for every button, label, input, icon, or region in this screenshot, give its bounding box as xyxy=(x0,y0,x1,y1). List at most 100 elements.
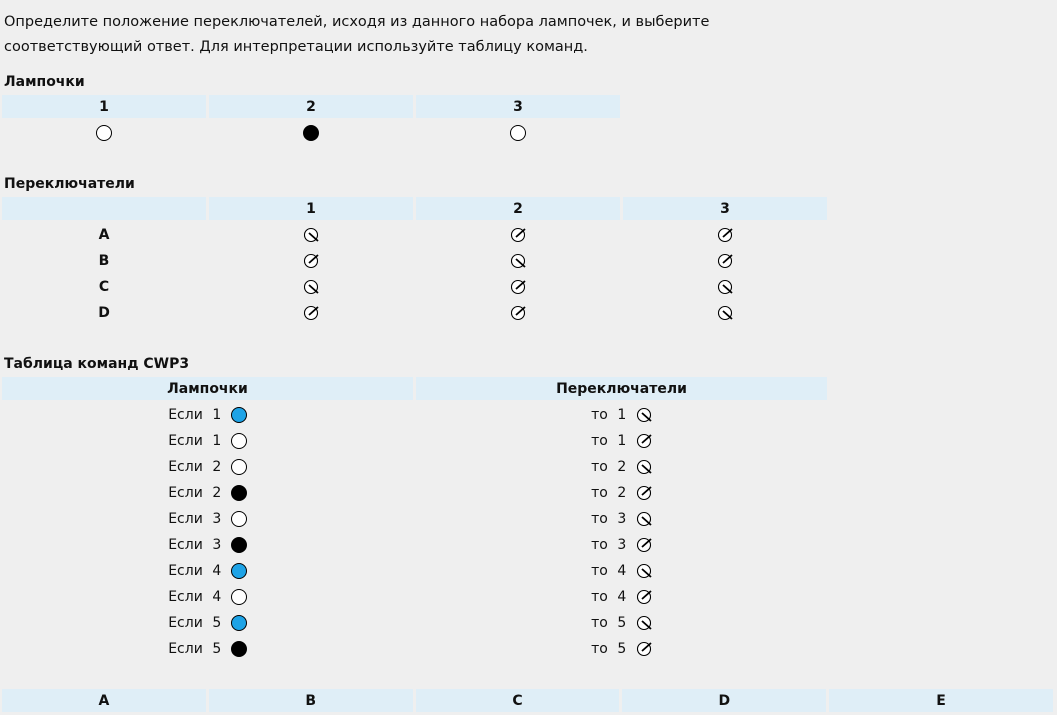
command-result: то 1 xyxy=(416,403,827,426)
switch-number: 5 xyxy=(617,640,627,657)
if-word: Если xyxy=(168,640,203,657)
command-row: Если 5 то 5 xyxy=(2,611,827,634)
command-result: то 5 xyxy=(416,611,827,634)
lamp-icon xyxy=(230,536,247,553)
command-condition: Если 1 xyxy=(2,429,413,452)
lamp-icon xyxy=(96,124,112,141)
switch-number: 3 xyxy=(617,536,627,553)
lamp-cell xyxy=(2,121,206,144)
switch-icon xyxy=(303,253,319,269)
lamp-icon xyxy=(230,406,247,423)
then-word: то xyxy=(591,562,608,579)
lamp-number: 2 xyxy=(212,458,222,475)
command-row: Если 3 то 3 xyxy=(2,507,827,530)
command-result: то 1 xyxy=(416,429,827,452)
lamps-table: 1 2 3 xyxy=(0,92,623,147)
lamp-icon xyxy=(230,432,247,449)
lamp-number: 4 xyxy=(212,562,222,579)
answer-option[interactable]: B xyxy=(208,689,413,712)
switch-header: 3 xyxy=(623,197,827,220)
switch-icon xyxy=(636,511,652,527)
switch-row: A xyxy=(2,223,827,246)
lamp-icon xyxy=(230,588,247,605)
command-condition: Если 5 xyxy=(2,637,413,660)
answer-option[interactable]: A xyxy=(2,689,206,712)
switch-icon xyxy=(717,227,733,243)
command-condition: Если 3 xyxy=(2,533,413,556)
lamp-number: 4 xyxy=(212,588,222,605)
lamps-title: Лампочки xyxy=(4,74,85,90)
switch-number: 1 xyxy=(617,406,627,423)
switch-icon xyxy=(636,407,652,423)
lamp-number: 1 xyxy=(212,406,222,423)
if-word: Если xyxy=(168,614,203,631)
if-word: Если xyxy=(168,406,203,423)
switch-icon xyxy=(636,589,652,605)
switch-row-label: C xyxy=(2,275,206,298)
then-word: то xyxy=(591,484,608,501)
command-condition: Если 3 xyxy=(2,507,413,530)
command-condition: Если 1 xyxy=(2,403,413,426)
answer-option[interactable]: C xyxy=(415,689,620,712)
lamp-icon xyxy=(230,484,247,501)
switch-row: D xyxy=(2,301,827,324)
command-condition: Если 4 xyxy=(2,585,413,608)
answer-option[interactable]: D xyxy=(622,689,827,712)
switch-number: 5 xyxy=(617,614,627,631)
lamp-icon xyxy=(230,614,247,631)
switch-icon xyxy=(636,433,652,449)
switch-icon xyxy=(636,537,652,553)
switch-row-label: D xyxy=(2,301,206,324)
lamp-icon xyxy=(230,640,247,657)
switch-header-blank xyxy=(2,197,206,220)
switch-row-label: A xyxy=(2,223,206,246)
switch-header: 2 xyxy=(416,197,620,220)
then-word: то xyxy=(591,640,608,657)
lamp-icon xyxy=(230,510,247,527)
lamp-number: 5 xyxy=(212,640,222,657)
commands-table: Лампочки Переключатели Если 1 то 1 Если 1 то 1 Е… xyxy=(0,374,830,663)
then-word: то xyxy=(591,536,608,553)
switch-icon xyxy=(636,563,652,579)
lamp-number: 3 xyxy=(212,510,222,527)
switch-icon xyxy=(717,305,733,321)
switches-table: 1 2 3 A B C D xyxy=(0,194,830,327)
if-word: Если xyxy=(168,458,203,475)
command-result: то 3 xyxy=(416,507,827,530)
command-row: Если 5 то 5 xyxy=(2,637,827,660)
command-condition: Если 5 xyxy=(2,611,413,634)
lamp-icon xyxy=(510,124,526,141)
answer-option[interactable]: E xyxy=(829,689,1053,712)
switch-icon xyxy=(303,227,319,243)
switch-row: B xyxy=(2,249,827,272)
commands-title: Таблица команд CWP3 xyxy=(4,356,190,372)
commands-header-switches: Переключатели xyxy=(416,377,827,400)
switch-number: 3 xyxy=(617,510,627,527)
switch-icon xyxy=(636,459,652,475)
then-word: то xyxy=(591,406,608,423)
switch-icon xyxy=(717,279,733,295)
instruction-text: Определите положение переключателей, исх… xyxy=(4,10,764,60)
switch-number: 2 xyxy=(617,458,627,475)
answers-table: A B C D E xyxy=(0,686,1056,715)
command-result: то 2 xyxy=(416,481,827,504)
lamp-number: 2 xyxy=(212,484,222,501)
command-row: Если 2 то 2 xyxy=(2,455,827,478)
then-word: то xyxy=(591,458,608,475)
switch-icon xyxy=(510,253,526,269)
instruction-line: Определите положение переключателей, исх… xyxy=(4,14,710,30)
if-word: Если xyxy=(168,510,203,527)
switch-number: 4 xyxy=(617,588,627,605)
command-condition: Если 2 xyxy=(2,481,413,504)
switch-icon xyxy=(717,253,733,269)
lamp-number: 5 xyxy=(212,614,222,631)
command-row: Если 4 то 4 xyxy=(2,585,827,608)
command-row: Если 1 то 1 xyxy=(2,403,827,426)
lamp-header: 1 xyxy=(2,95,206,118)
if-word: Если xyxy=(168,536,203,553)
lamp-icon xyxy=(230,458,247,475)
switch-number: 4 xyxy=(617,562,627,579)
commands-header-lamps: Лампочки xyxy=(2,377,413,400)
if-word: Если xyxy=(168,562,203,579)
lamp-number: 3 xyxy=(212,536,222,553)
